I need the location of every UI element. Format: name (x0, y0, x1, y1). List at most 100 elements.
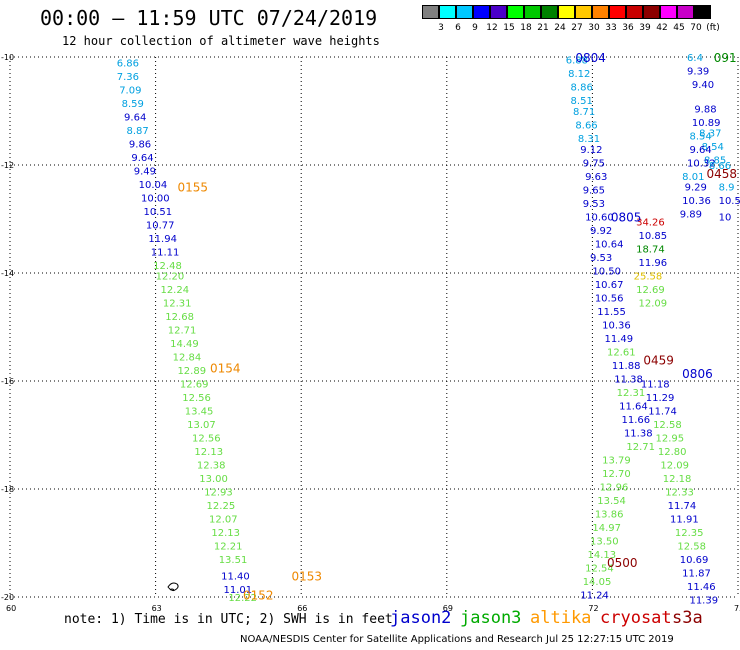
wave-height-reading: 10.67 (595, 280, 624, 291)
scale-label: 30 (588, 23, 600, 33)
wave-height-reading: 9.88 (694, 104, 716, 115)
y-tick-label: -16 (1, 377, 14, 386)
wave-height-reading: 12.07 (209, 515, 238, 526)
wave-height-reading: 8.59 (122, 99, 144, 110)
scale-swatch (609, 5, 626, 19)
pass-time-label: 0804 (575, 51, 606, 65)
wave-height-reading: 11.74 (668, 501, 697, 512)
legend-s3a: s3a (672, 608, 703, 628)
wave-height-reading: 11.88 (612, 361, 641, 372)
wave-height-reading: 10.00 (141, 193, 170, 204)
scale-label: 3 (438, 23, 444, 33)
wave-height-reading: 9.49 (134, 166, 156, 177)
wave-height-reading: 12.70 (602, 469, 631, 480)
wave-height-reading: 6.88 (566, 56, 588, 67)
scale-swatch (694, 5, 711, 19)
wave-height-reading: 12.61 (607, 347, 636, 358)
legend-jason3: jason3 (460, 608, 522, 628)
wave-height-reading: 9.12 (580, 145, 602, 156)
scale-label: 70 (690, 23, 702, 33)
wave-height-reading: 9.40 (692, 80, 714, 91)
wave-height-reading: 8.12 (568, 69, 590, 80)
wave-height-reading: 13.54 (597, 496, 626, 507)
wave-height-reading: 8.71 (573, 107, 595, 118)
wave-height-reading: 12.13 (194, 447, 223, 458)
wave-height-reading: 11.91 (670, 515, 699, 526)
scale-label: 27 (571, 23, 583, 33)
wave-height-reading: 18.74 (636, 245, 665, 256)
wave-height-reading: 9.65 (583, 185, 605, 196)
wave-height-reading: 12.93 (204, 488, 233, 499)
wave-height-reading: 10.85 (639, 231, 668, 242)
wave-height-reading: 9.39 (687, 67, 709, 78)
map-grid (9, 56, 739, 598)
scale-label: 9 (472, 23, 478, 33)
wave-height-reading: 8.51 (571, 96, 593, 107)
scale-label: 42 (656, 23, 668, 33)
wave-height-reading: 11.38 (614, 374, 643, 385)
credit-line: NOAA/NESDIS Center for Satellite Applica… (240, 634, 674, 645)
scale-label: (ft) (706, 23, 720, 33)
wave-height-reading: 12.58 (677, 542, 706, 553)
wave-height-reading: 11.29 (646, 393, 675, 404)
wave-height-reading: 8.85 (704, 156, 726, 167)
pass-time-label: 0153 (291, 569, 322, 583)
y-tick-label: -14 (1, 269, 14, 278)
wave-height-reading: 11.55 (597, 307, 626, 318)
wave-height-reading: 11.49 (605, 334, 634, 345)
wave-height-reading: 14.05 (583, 577, 612, 588)
wave-height-reading: 12.35 (675, 528, 704, 539)
scale-label: 6 (455, 23, 461, 33)
wave-height-reading: 8.31 (578, 134, 600, 145)
x-tick-label: 63 (152, 604, 162, 613)
map-note: note: 1) Time is in UTC; 2) SWH is in fe… (64, 612, 393, 627)
wave-height-reading: 12.69 (636, 285, 665, 296)
wave-height-reading: 10.32 (687, 158, 716, 169)
wave-height-reading: 12.38 (197, 461, 226, 472)
wave-height-reading: 12.84 (173, 353, 202, 364)
scale-label: 33 (605, 23, 617, 33)
x-tick-label: 72 (588, 604, 598, 613)
wave-height-reading: 10 (719, 212, 732, 223)
wave-height-reading: 7.36 (117, 72, 139, 83)
wave-height-reading: 9.89 (680, 210, 702, 221)
wave-height-reading: 7.09 (119, 85, 141, 96)
wave-height-reading: 10.5 (719, 196, 740, 207)
wave-height-reading: 12.96 (600, 482, 629, 493)
wave-height-reading: 12.71 (626, 442, 655, 453)
wave-height-reading: 9.53 (583, 199, 605, 210)
wave-height-reading: 11.94 (148, 234, 177, 245)
wave-height-reading: 12.20 (156, 272, 185, 283)
wave-height-reading: 10.60 (585, 212, 614, 223)
y-tick-label: -12 (1, 161, 14, 170)
wave-height-reading: 12.56 (192, 434, 221, 445)
wave-height-reading: 14.97 (592, 523, 621, 534)
wave-height-reading: 10.89 (692, 118, 721, 129)
wave-height-reading: 11.11 (151, 247, 180, 258)
pass-time-label: 0155 (177, 181, 208, 195)
legend-altika: altika (530, 608, 592, 628)
wave-height-reading: 8.87 (126, 126, 148, 137)
legend-jason2: jason2 (390, 608, 452, 628)
wave-height-reading: 11.24 (580, 590, 609, 601)
scale-swatch (507, 5, 524, 19)
scale-label: 36 (622, 23, 634, 33)
wave-height-reading: 13.45 (185, 407, 214, 418)
pass-time-label: 0459 (643, 353, 674, 367)
wave-height-reading: 12.21 (214, 542, 243, 553)
scale-label: 18 (520, 23, 532, 33)
wave-height-reading: 9.86 (129, 139, 151, 150)
pass-time-label: 0500 (607, 556, 638, 570)
scale-swatch (422, 5, 439, 19)
map-title: 00:00 – 11:59 UTC 07/24/2019 (40, 6, 378, 30)
wave-height-reading: 12.80 (658, 447, 687, 458)
wave-height-reading: 8.54 (689, 131, 711, 142)
wave-height-reading: 12.22 (228, 593, 257, 604)
scale-swatch (558, 5, 575, 19)
wave-height-reading: 11.39 (689, 596, 718, 607)
wave-height-reading: 12.71 (168, 326, 197, 337)
pass-time-label: 0154 (210, 362, 241, 376)
wave-height-reading: 10.04 (139, 180, 168, 191)
scale-label: 12 (486, 23, 498, 33)
